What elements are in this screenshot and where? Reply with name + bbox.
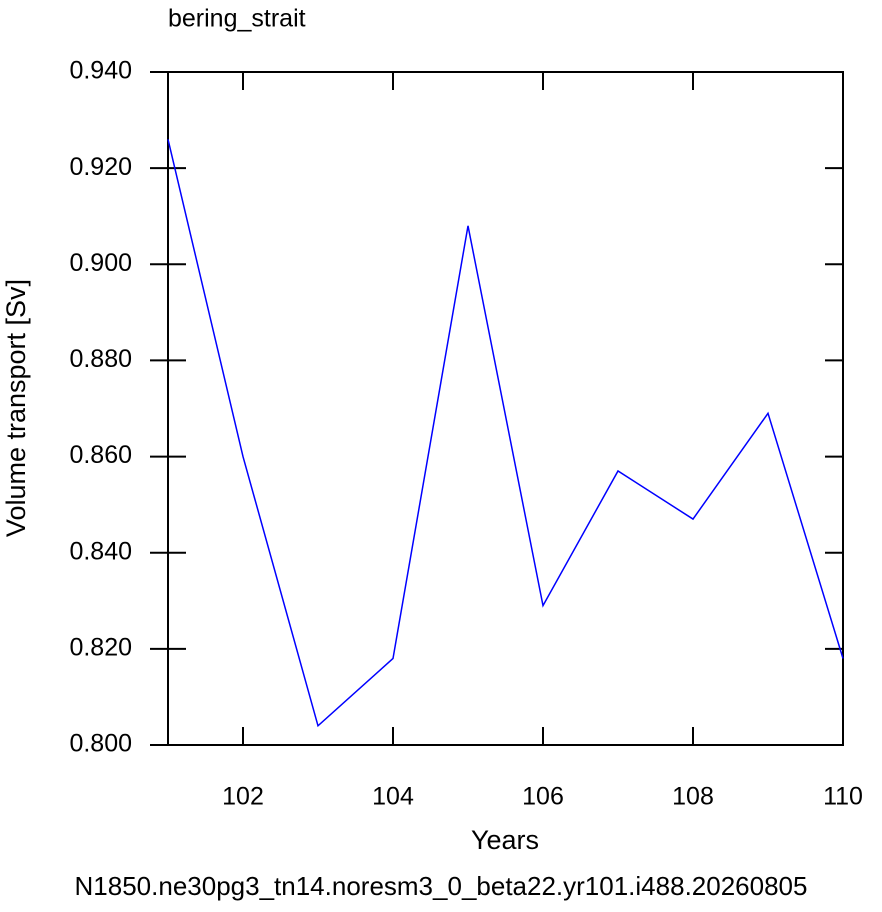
y-tick-label: 0.840 (69, 537, 132, 565)
y-tick-label: 0.880 (69, 345, 132, 373)
footer: N1850.ne30pg3_tn14.noresm3_0_beta22.yr10… (75, 871, 808, 901)
y-tick-label: 0.920 (69, 153, 132, 181)
x-tick-label: 108 (672, 783, 714, 811)
y-tick-label: 0.940 (69, 57, 132, 85)
y-tick-label: 0.900 (69, 249, 132, 277)
x-tick-label: 104 (372, 783, 414, 811)
y-tick-label: 0.860 (69, 441, 132, 469)
x-tick-label: 106 (522, 783, 564, 811)
x-tick-label: 102 (222, 783, 264, 811)
line-series (167, 139, 844, 728)
x-axis-label: Years (471, 825, 539, 855)
y-tick-label: 0.820 (69, 633, 132, 661)
x-tick-label: 110 (823, 783, 863, 811)
y-tick-label: 0.800 (69, 730, 132, 758)
y-axis-label: Volume transport [Sv] (1, 279, 31, 537)
chart-title: bering_strait (168, 5, 306, 33)
plot-frame (167, 71, 844, 746)
